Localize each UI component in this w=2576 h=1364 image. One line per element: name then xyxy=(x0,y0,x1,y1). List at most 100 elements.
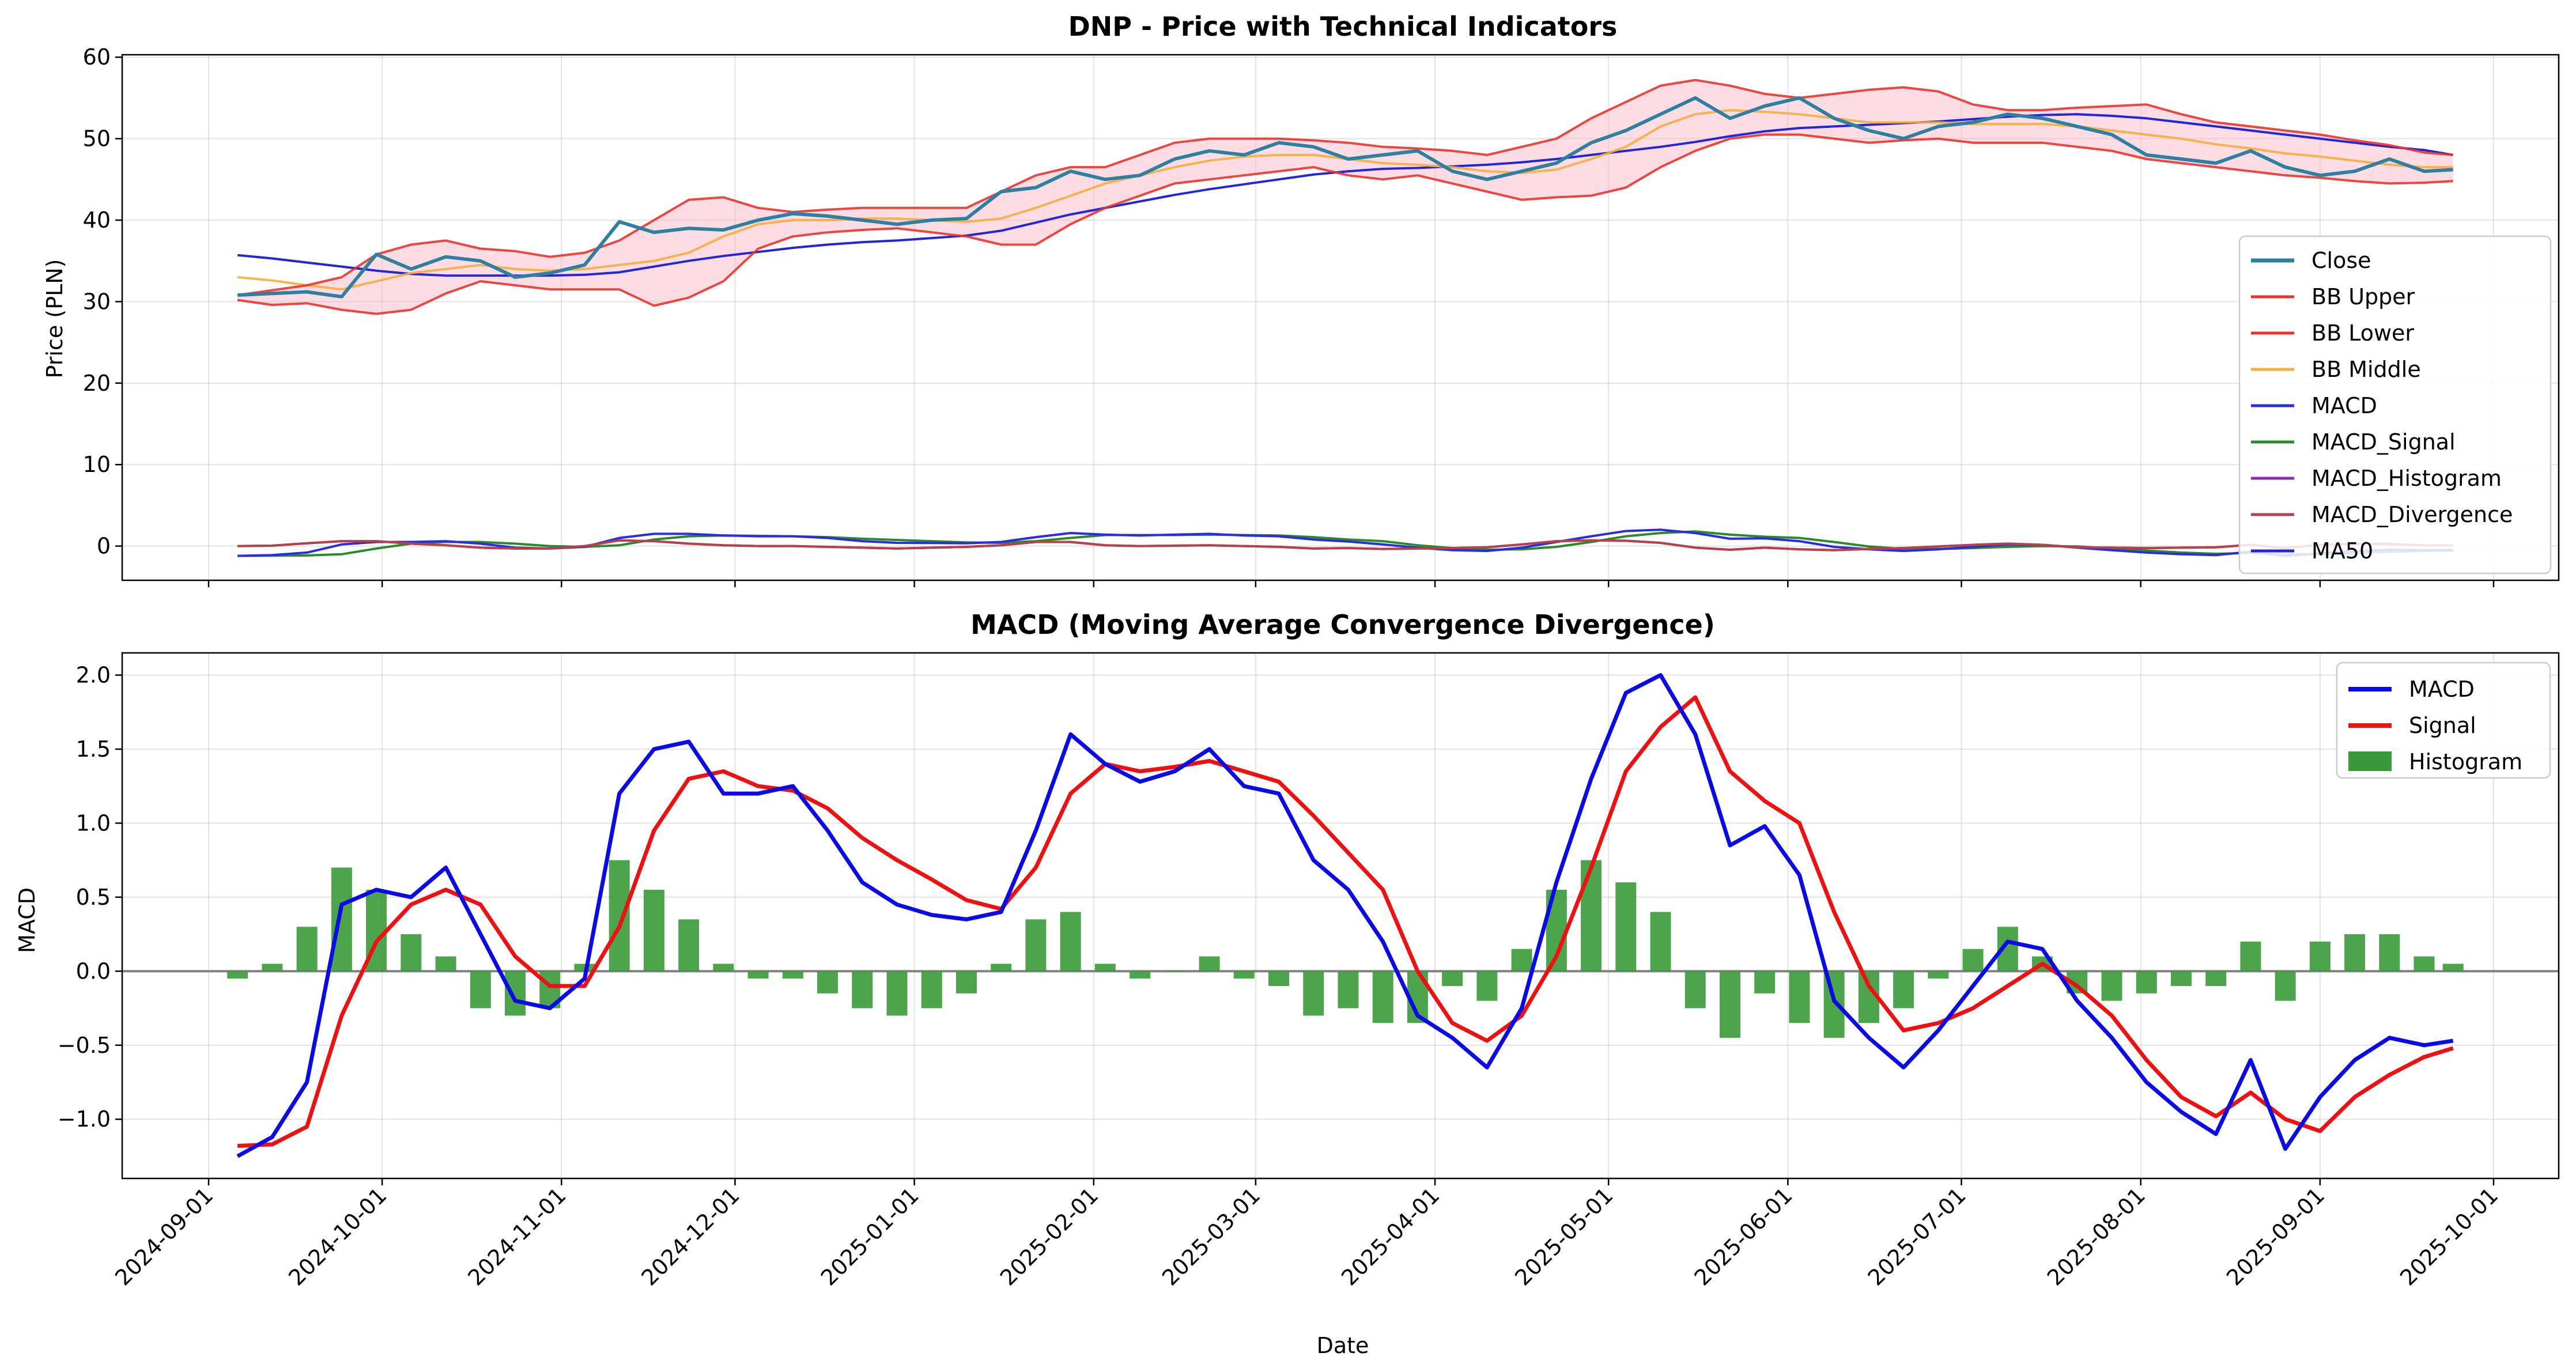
series-line-signal xyxy=(237,695,2454,1148)
histogram-bar xyxy=(2101,971,2122,1001)
legend-label: MACD xyxy=(2409,677,2475,702)
y-tick-label: 40 xyxy=(83,207,111,233)
histogram-bar xyxy=(2205,971,2227,987)
histogram-bar xyxy=(1060,912,1081,972)
x-tick-label: 2024-12-01 xyxy=(637,1182,745,1290)
y-tick-label: 2.0 xyxy=(76,663,111,688)
y-tick-label: −0.5 xyxy=(58,1033,111,1058)
histogram-bar xyxy=(2170,971,2192,987)
legend-label: BB Upper xyxy=(2311,284,2415,309)
series-line-bb-lower xyxy=(237,133,2453,315)
histogram-bar xyxy=(1581,860,1602,972)
legend-label: BB Middle xyxy=(2311,357,2421,382)
series-line-macd xyxy=(237,528,2453,557)
histogram-bar xyxy=(2240,941,2261,972)
histogram-bar xyxy=(1025,919,1047,972)
x-tick-label: 2024-09-01 xyxy=(110,1182,218,1290)
series-line-macd-signal xyxy=(237,530,2453,557)
histogram-bar xyxy=(1615,882,1637,972)
price-plot-frame xyxy=(121,54,2560,581)
price-legend-box xyxy=(2238,235,2552,575)
histogram-bar xyxy=(1130,971,1151,979)
histogram-bar xyxy=(1511,949,1532,972)
legend-label: MACD_Divergence xyxy=(2311,502,2513,527)
histogram-bar xyxy=(2275,971,2296,1001)
x-tick-label: 2024-10-01 xyxy=(284,1182,391,1290)
histogram-bar xyxy=(713,964,734,972)
x-tick-label: 2025-01-01 xyxy=(816,1182,924,1290)
histogram-bar xyxy=(2413,956,2435,972)
histogram-bar xyxy=(2442,964,2464,972)
y-tick-label: 60 xyxy=(83,44,111,70)
histogram-bar xyxy=(1338,971,1359,1008)
bottom-y-axis-label: MACD xyxy=(14,887,40,953)
histogram-bar xyxy=(1719,971,1740,1038)
histogram-bar xyxy=(1684,971,1706,1008)
y-tick-label: 50 xyxy=(83,126,111,152)
x-tick-label: 2025-07-01 xyxy=(1863,1182,1971,1290)
histogram-bar xyxy=(435,956,456,972)
histogram-bar xyxy=(505,971,526,1016)
y-tick-label: 30 xyxy=(83,289,111,314)
x-tick-label: 2025-10-01 xyxy=(2395,1182,2503,1290)
legend-label: MACD_Signal xyxy=(2311,429,2456,455)
legend-label: BB Lower xyxy=(2311,320,2414,346)
histogram-bar xyxy=(852,971,873,1008)
legend-label: Close xyxy=(2311,248,2371,273)
histogram-bar xyxy=(817,971,838,993)
series-line-ma50 xyxy=(237,113,2454,277)
histogram-bar xyxy=(331,867,352,972)
histogram-bar xyxy=(1789,971,1810,1023)
series-line-macd-divergence xyxy=(237,539,2453,551)
x-tick-label: 2025-08-01 xyxy=(2042,1182,2150,1290)
histogram-bar xyxy=(1893,971,1914,1008)
histogram-bar xyxy=(678,919,700,972)
macd-panel: 2024-09-01 2024-10-01 2024-11-01 2024-12-01… xyxy=(58,652,2560,1291)
x-axis-label: Date xyxy=(1317,1333,1369,1358)
histogram-bar xyxy=(747,971,769,979)
macd-plot-frame xyxy=(121,652,2560,1180)
top-y-axis-label: Price (PLN) xyxy=(42,259,67,379)
x-tick-label: 2025-02-01 xyxy=(995,1182,1103,1290)
histogram-bar xyxy=(921,971,942,1008)
histogram-bar xyxy=(2136,971,2157,993)
legend-swatch xyxy=(2348,751,2392,771)
histogram-bar xyxy=(643,890,664,972)
histogram-bar xyxy=(2309,941,2331,972)
histogram-bar xyxy=(2344,934,2366,972)
bollinger-band-fill xyxy=(237,80,2453,314)
histogram-bar xyxy=(227,971,248,979)
y-tick-label: 10 xyxy=(83,452,111,477)
histogram-bar xyxy=(262,964,283,972)
y-tick-label: −1.0 xyxy=(58,1106,111,1132)
histogram-bar xyxy=(991,964,1012,972)
y-tick-label: 1.5 xyxy=(76,736,111,762)
histogram-bar xyxy=(609,860,630,972)
y-tick-label: 0.0 xyxy=(76,958,111,984)
histogram-bar xyxy=(886,971,908,1016)
histogram-bar xyxy=(1754,971,1776,993)
histogram-bar xyxy=(470,971,491,1008)
histogram-bar xyxy=(574,964,595,972)
histogram-bar xyxy=(1442,971,1463,987)
histogram-bar xyxy=(1199,956,1220,972)
y-tick-label: 1.0 xyxy=(76,810,111,836)
series-line-bb-upper xyxy=(237,78,2453,297)
histogram-bar xyxy=(1962,949,1984,972)
x-tick-label: 2025-03-01 xyxy=(1157,1182,1265,1290)
histogram-bar xyxy=(1303,971,1324,1016)
y-tick-label: 0 xyxy=(97,534,111,559)
top-chart-title: DNP - Price with Technical Indicators xyxy=(1068,11,1618,42)
histogram-bar xyxy=(2379,934,2400,972)
histogram-bar xyxy=(1650,912,1671,972)
histogram-bar xyxy=(296,927,318,972)
x-tick-label: 2025-06-01 xyxy=(1689,1182,1797,1290)
legend-label: MACD xyxy=(2311,393,2377,418)
bottom-chart-title: MACD (Moving Average Convergence Diverge… xyxy=(970,609,1715,640)
histogram-bar xyxy=(1233,971,1255,979)
legend-label: Signal xyxy=(2409,713,2476,738)
series-line-macd xyxy=(236,673,2454,1158)
histogram-bar xyxy=(1372,971,1393,1023)
x-tick-label: 2025-05-01 xyxy=(1510,1182,1618,1290)
